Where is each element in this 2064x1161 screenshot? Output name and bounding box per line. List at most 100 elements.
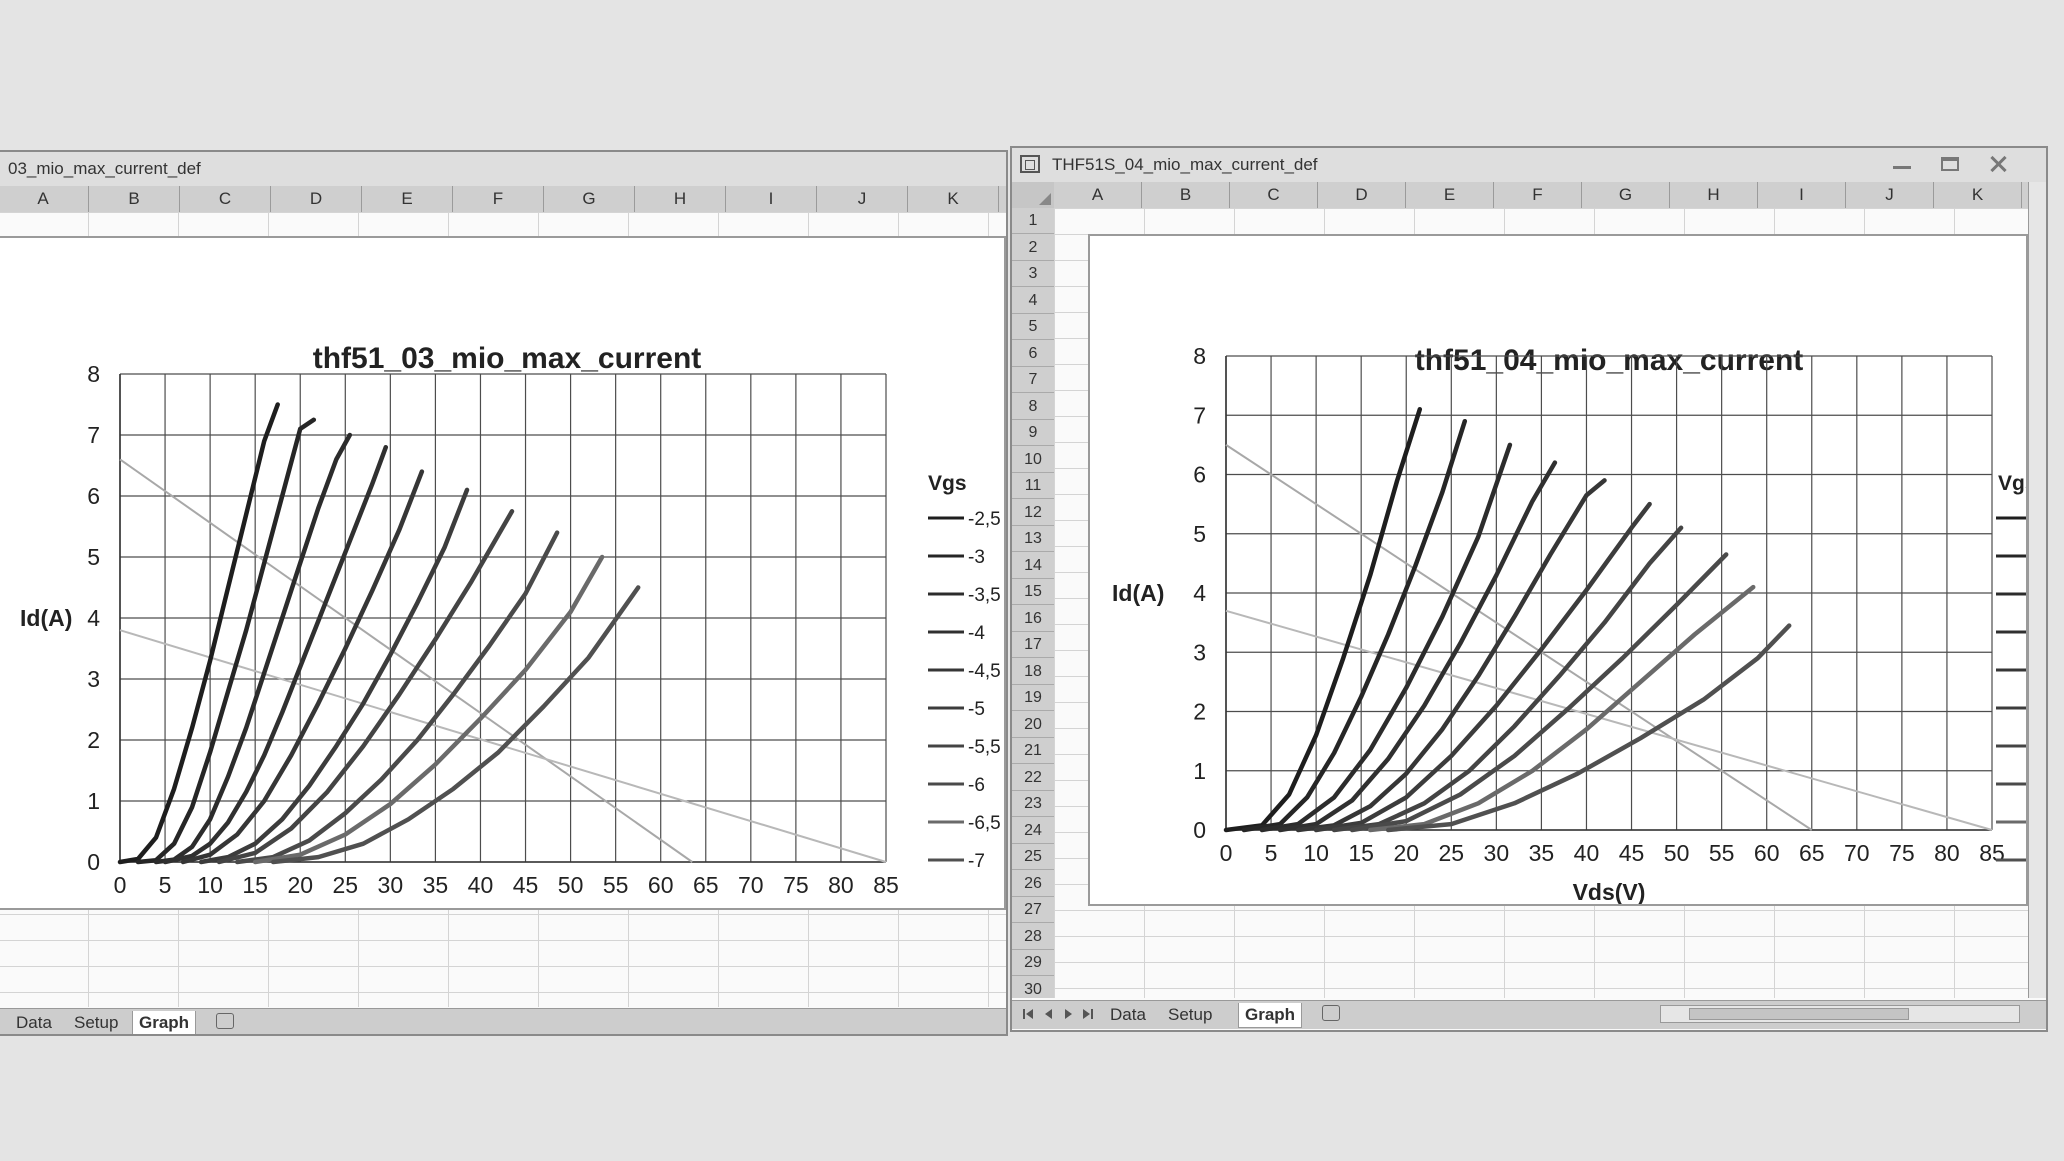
row-header-9[interactable]: 9 bbox=[1012, 420, 1054, 446]
right-tab-setup[interactable]: Setup bbox=[1168, 1005, 1213, 1024]
row-header-29[interactable]: 29 bbox=[1012, 950, 1054, 976]
column-header-e[interactable]: E bbox=[1406, 182, 1494, 208]
row-header-6[interactable]: 6 bbox=[1012, 341, 1054, 367]
row-header-20[interactable]: 20 bbox=[1012, 712, 1054, 738]
right-horizontal-scrollbar[interactable] bbox=[1660, 1005, 2020, 1023]
left-tab-graph[interactable]: Graph bbox=[132, 1011, 197, 1034]
load-line bbox=[119, 458, 693, 863]
x-tick-label: 50 bbox=[1664, 840, 1690, 866]
right-vertical-scrollbar[interactable] bbox=[2028, 182, 2046, 998]
right-tab-graph[interactable]: Graph bbox=[1238, 1003, 1303, 1028]
row-header-30[interactable]: 30 bbox=[1012, 977, 1054, 999]
row-header-16[interactable]: 16 bbox=[1012, 606, 1054, 632]
column-header-j[interactable]: J bbox=[1846, 182, 1934, 208]
column-header-h[interactable]: H bbox=[635, 186, 726, 212]
column-header-e[interactable]: E bbox=[362, 186, 453, 212]
series-line-5 bbox=[180, 469, 425, 865]
row-header-10[interactable]: 10 bbox=[1012, 447, 1054, 473]
x-tick-label: 65 bbox=[1799, 840, 1825, 866]
right-window-titlebar[interactable]: THF51S_04_mio_max_current_def bbox=[1012, 148, 2046, 183]
column-header-c[interactable]: C bbox=[1230, 182, 1318, 208]
right-insert-sheet-icon[interactable] bbox=[1322, 1005, 1340, 1021]
minimize-icon bbox=[1893, 157, 1911, 169]
row-header-11[interactable]: 11 bbox=[1012, 473, 1054, 499]
x-tick-label: 35 bbox=[1529, 840, 1555, 866]
right-chart-area[interactable]: thf51_04_mio_max_current 0 5 10 15 20 25 30 35 40… bbox=[1088, 234, 2028, 906]
row-header-28[interactable]: 28 bbox=[1012, 924, 1054, 950]
column-header-i[interactable]: I bbox=[726, 186, 817, 212]
y-axis-label: Id(A) bbox=[1112, 580, 1164, 606]
column-header-a[interactable]: A bbox=[0, 186, 89, 212]
minimize-button[interactable] bbox=[1886, 152, 1920, 178]
column-header-d[interactable]: D bbox=[271, 186, 362, 212]
row-header-18[interactable]: 18 bbox=[1012, 659, 1054, 685]
column-header-h[interactable]: H bbox=[1670, 182, 1758, 208]
left-chart-area[interactable]: thf51_03_mio_max_current 0 5 10 15 20 25 30 35 40… bbox=[0, 236, 1006, 910]
first-sheet-nav-icon[interactable] bbox=[1022, 1007, 1036, 1021]
row-header-25[interactable]: 25 bbox=[1012, 844, 1054, 870]
series-line-3 bbox=[1259, 442, 1513, 833]
column-header-k[interactable]: K bbox=[908, 186, 999, 212]
column-header-b[interactable]: B bbox=[89, 186, 180, 212]
column-header-f[interactable]: F bbox=[453, 186, 544, 212]
x-tick-label: 15 bbox=[1348, 840, 1374, 866]
row-header-2[interactable]: 2 bbox=[1012, 235, 1054, 261]
row-header-12[interactable]: 12 bbox=[1012, 500, 1054, 526]
row-header-13[interactable]: 13 bbox=[1012, 526, 1054, 552]
column-header-b[interactable]: B bbox=[1142, 182, 1230, 208]
last-sheet-nav-icon[interactable] bbox=[1082, 1007, 1096, 1021]
row-header-23[interactable]: 23 bbox=[1012, 791, 1054, 817]
y-tick-label: 2 bbox=[1193, 699, 1206, 725]
select-all-corner[interactable] bbox=[1012, 182, 1055, 209]
column-header-c[interactable]: C bbox=[180, 186, 271, 212]
y-tick-label: 3 bbox=[1193, 639, 1206, 665]
y-tick-label: 5 bbox=[1193, 521, 1206, 547]
series-line-3 bbox=[153, 432, 353, 865]
x-tick-label: 5 bbox=[1265, 840, 1278, 866]
column-header-g[interactable]: G bbox=[544, 186, 635, 212]
y-tick-label: 1 bbox=[87, 788, 100, 814]
row-header-1[interactable]: 1 bbox=[1012, 208, 1054, 234]
column-header-d[interactable]: D bbox=[1318, 182, 1406, 208]
column-header-f[interactable]: F bbox=[1494, 182, 1582, 208]
left-tab-setup[interactable]: Setup bbox=[74, 1013, 119, 1032]
next-sheet-nav-icon[interactable] bbox=[1062, 1007, 1076, 1021]
column-header-a[interactable]: A bbox=[1054, 182, 1142, 208]
x-tick-label: 40 bbox=[468, 872, 494, 898]
legend-label-10: -7 bbox=[968, 851, 985, 872]
x-tick-label: 45 bbox=[1619, 840, 1645, 866]
column-header-i[interactable]: I bbox=[1758, 182, 1846, 208]
row-header-22[interactable]: 22 bbox=[1012, 765, 1054, 791]
y-tick-label: 6 bbox=[87, 483, 100, 509]
horizontal-scroll-thumb[interactable] bbox=[1689, 1008, 1909, 1020]
row-header-8[interactable]: 8 bbox=[1012, 394, 1054, 420]
row-header-15[interactable]: 15 bbox=[1012, 579, 1054, 605]
column-header-k[interactable]: K bbox=[1934, 182, 2022, 208]
left-tab-data[interactable]: Data bbox=[16, 1013, 52, 1032]
row-header-26[interactable]: 26 bbox=[1012, 871, 1054, 897]
x-tick-label: 50 bbox=[558, 872, 584, 898]
column-header-g[interactable]: G bbox=[1582, 182, 1670, 208]
row-header-3[interactable]: 3 bbox=[1012, 261, 1054, 287]
left-window-titlebar[interactable]: 03_mio_max_current_def bbox=[0, 152, 1006, 187]
x-tick-label: 55 bbox=[603, 872, 629, 898]
prev-sheet-nav-icon[interactable] bbox=[1042, 1007, 1056, 1021]
row-header-21[interactable]: 21 bbox=[1012, 738, 1054, 764]
row-header-14[interactable]: 14 bbox=[1012, 553, 1054, 579]
row-header-17[interactable]: 17 bbox=[1012, 632, 1054, 658]
row-header-4[interactable]: 4 bbox=[1012, 288, 1054, 314]
row-header-24[interactable]: 24 bbox=[1012, 818, 1054, 844]
row-header-19[interactable]: 19 bbox=[1012, 685, 1054, 711]
row-header-5[interactable]: 5 bbox=[1012, 314, 1054, 340]
row-header-7[interactable]: 7 bbox=[1012, 367, 1054, 393]
right-tab-data[interactable]: Data bbox=[1110, 1005, 1146, 1024]
row-header-27[interactable]: 27 bbox=[1012, 897, 1054, 923]
close-button[interactable] bbox=[1982, 152, 2016, 178]
column-header-j[interactable]: J bbox=[817, 186, 908, 212]
x-tick-label: 30 bbox=[1484, 840, 1510, 866]
maximize-button[interactable] bbox=[1934, 152, 1968, 178]
series-line-9 bbox=[1367, 584, 1756, 833]
left-insert-sheet-icon[interactable] bbox=[216, 1013, 234, 1029]
